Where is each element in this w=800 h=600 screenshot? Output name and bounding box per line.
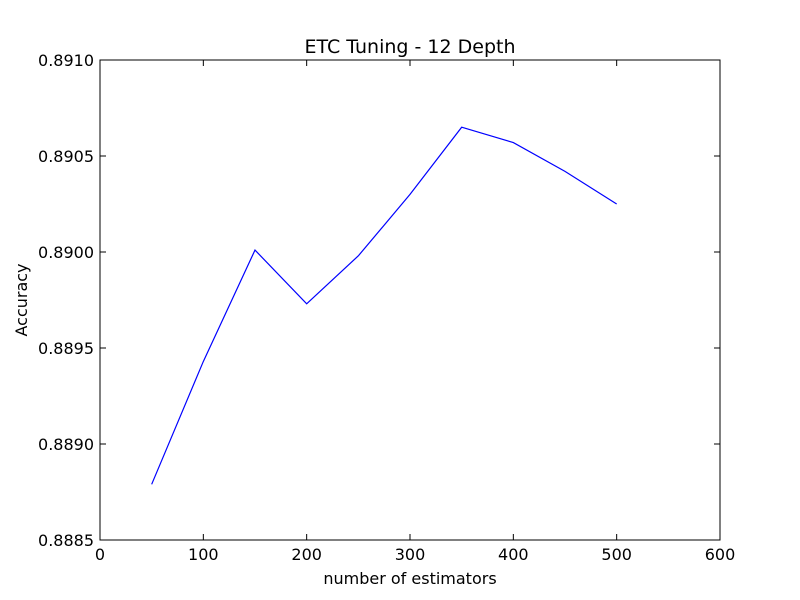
series [151,126,617,485]
chart-title: ETC Tuning - 12 Depth [304,36,515,58]
x-tick-label: 200 [291,545,322,564]
y-tick-label: 0.8900 [38,243,94,262]
plot-area [99,59,721,541]
y-tick-label: 0.8885 [38,531,94,550]
x-tick-label: 500 [601,545,632,564]
x-tick-label: 100 [188,545,219,564]
x-tick-label: 400 [498,545,529,564]
y-axis-title: Accuracy [12,263,31,336]
y-tick-label: 0.8910 [38,51,94,70]
y-tick-label: 0.8895 [38,339,94,358]
y-tick-label: 0.8890 [38,435,94,454]
series-line [151,126,617,485]
ticks [99,59,721,541]
y-tick-label: 0.8905 [38,147,94,166]
x-tick-label: 600 [705,545,736,564]
x-tick-label: 300 [395,545,426,564]
tick-labels: 0 100 200 300 400 500 600 0.8885 0.8890 0.8895 0.8… [38,51,735,564]
x-axis-title: number of estimators [323,569,496,588]
x-tick-label: 0 [95,545,105,564]
